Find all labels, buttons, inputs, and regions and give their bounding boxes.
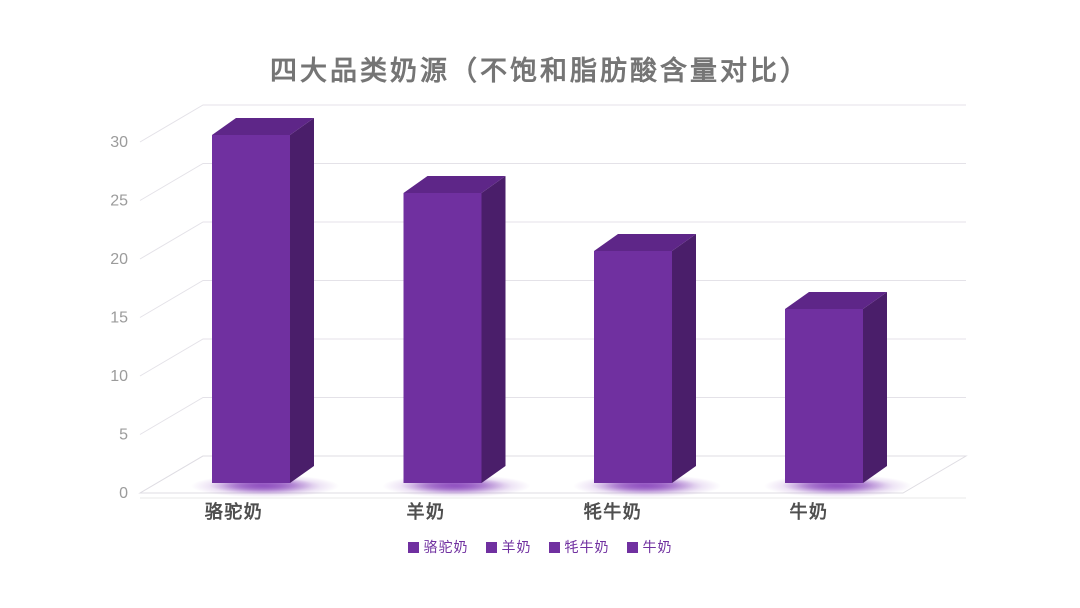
legend-label: 牦牛奶: [564, 539, 610, 555]
legend-label: 骆驼奶: [423, 539, 469, 555]
y-tick-label: 10: [110, 368, 128, 385]
y-tick-label: 20: [110, 251, 128, 268]
gridline: [139, 338, 966, 377]
bar-top-face: [594, 234, 696, 251]
bar-side-face: [290, 118, 314, 483]
y-tick-label: 5: [119, 427, 128, 444]
gridline: [139, 104, 966, 143]
gridline: [139, 221, 966, 260]
bars: [191, 118, 912, 498]
chart-title: 四大品类奶源（不饱和脂肪酸含量对比）: [270, 56, 810, 86]
category-label: 牛奶: [790, 501, 829, 522]
bar-side-face: [863, 292, 887, 483]
y-tick-label: 25: [110, 193, 128, 210]
legend-marker-icon: [626, 541, 638, 553]
legend-marker-icon: [485, 541, 497, 553]
bar-top-face: [403, 176, 506, 193]
bar-1: [382, 176, 531, 498]
y-tick-label: 30: [110, 134, 128, 151]
gridline: [139, 163, 966, 201]
gridline: [139, 397, 966, 435]
legend-item-0: 骆驼奶: [407, 537, 469, 557]
legend-item-3: 牛奶: [626, 537, 673, 557]
bar-side-face: [481, 176, 506, 483]
category-label: 牦牛奶: [584, 501, 643, 522]
y-tick-label: 15: [110, 310, 128, 327]
y-tick-label: 0: [119, 485, 128, 502]
gridline: [139, 280, 966, 318]
legend-label: 牛奶: [642, 539, 673, 555]
legend-marker-icon: [548, 541, 560, 553]
bar-front-face: [594, 251, 672, 483]
legend-item-2: 牦牛奶: [548, 537, 610, 557]
bar-front-face: [403, 193, 482, 483]
legend-marker-icon: [407, 541, 419, 553]
bar-top-face: [212, 118, 314, 135]
chart-legend: 骆驼奶 羊奶 牦牛奶 牛奶: [0, 537, 1080, 557]
bar-2: [573, 234, 721, 498]
legend-item-1: 羊奶: [485, 537, 532, 557]
bar-3: [764, 292, 912, 498]
bar-side-face: [672, 234, 696, 483]
legend-label: 羊奶: [501, 539, 532, 555]
bar-0: [191, 118, 339, 498]
bar-top-face: [785, 292, 887, 309]
bar-front-face: [785, 309, 863, 483]
category-label: 羊奶: [407, 501, 446, 522]
bar-front-face: [212, 135, 290, 483]
category-label: 骆驼奶: [205, 501, 264, 522]
category-labels: 骆驼奶 羊奶 牦牛奶 牛奶: [205, 501, 829, 522]
